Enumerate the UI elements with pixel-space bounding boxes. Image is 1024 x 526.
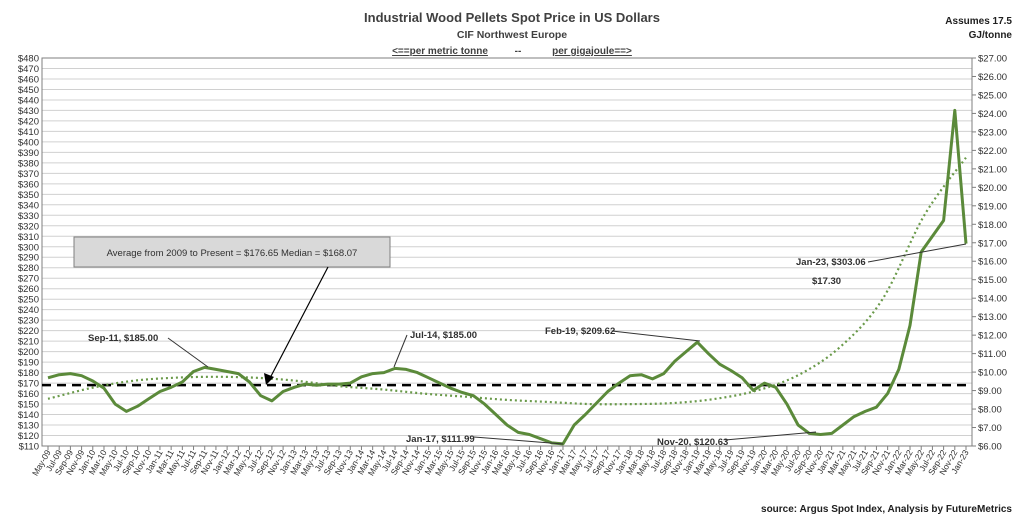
- y-left-tick-label: $420: [18, 116, 39, 127]
- y-left-tick-label: $360: [18, 179, 39, 190]
- y-left-tick-label: $180: [18, 368, 39, 379]
- axis-note-left: <==per metric tonne: [392, 46, 488, 57]
- plot-border: [41, 57, 973, 447]
- y-left-tick-label: $430: [18, 106, 39, 117]
- y-left-tick-label: $380: [18, 158, 39, 169]
- average-arrow: [268, 266, 329, 381]
- y-right-tick-label: $24.00: [978, 109, 1007, 120]
- y-right-tick-label: $21.00: [978, 164, 1007, 175]
- y-left-tick-label: $200: [18, 347, 39, 358]
- y-right-tick-label: $26.00: [978, 72, 1007, 83]
- y-right-tick-label: $23.00: [978, 127, 1007, 138]
- side-note-2: GJ/tonne: [969, 30, 1013, 41]
- y-left-tick-label: $390: [18, 148, 39, 159]
- annotation-nov20: Nov-20, $120.63: [657, 437, 728, 448]
- y-left-tick-label: $160: [18, 389, 39, 400]
- y-left-tick-label: $250: [18, 295, 39, 306]
- y-right-tick-label: $18.00: [978, 220, 1007, 231]
- y-left-tick-label: $230: [18, 316, 39, 327]
- y-left-tick-label: $140: [18, 410, 39, 421]
- annotation-jan23-gj: $17.30: [812, 276, 841, 287]
- y-right-tick-label: $22.00: [978, 146, 1007, 157]
- y-left-tick-label: $150: [18, 400, 39, 411]
- y-right-tick-label: $16.00: [978, 257, 1007, 268]
- average-box: Average from 2009 to Present = $176.65 M…: [73, 236, 391, 268]
- y-left-tick-label: $310: [18, 232, 39, 243]
- y-right-tick-label: $14.00: [978, 294, 1007, 305]
- chart-subtitle: CIF Northwest Europe: [457, 29, 567, 41]
- leader-feb19: [611, 330, 701, 342]
- y-right-tick-label: $9.00: [978, 386, 1002, 397]
- leader-jul14: [393, 334, 408, 368]
- y-left-tick-label: $240: [18, 305, 39, 316]
- average-box-bg: [73, 236, 391, 268]
- y-left-tick-label: $110: [19, 442, 39, 453]
- y-left-tick-label: $190: [18, 358, 39, 369]
- source-note: source: Argus Spot Index, Analysis by Fu…: [761, 504, 1012, 515]
- side-note-1: Assumes 17.5: [945, 16, 1012, 27]
- y-left-tick-label: $260: [18, 284, 39, 295]
- y-left-tick-label: $400: [18, 137, 39, 148]
- y-left-tick-label: $170: [18, 379, 39, 390]
- y-right-tick-label: $25.00: [978, 90, 1007, 101]
- axis-note-right: per gigajoule==>: [552, 46, 632, 57]
- y-right-tick-label: $20.00: [978, 183, 1007, 194]
- annotation-feb19: Feb-19, $209.62: [545, 326, 615, 337]
- y-right-tick-label: $13.00: [978, 312, 1007, 323]
- y-right-tick-label: $15.00: [978, 275, 1007, 286]
- y-left-tick-label: $440: [18, 95, 39, 106]
- y-axis-left: $110$120$130$140$150$160$170$180$190$200…: [18, 54, 39, 453]
- y-right-tick-label: $12.00: [978, 331, 1007, 342]
- y-left-tick-label: $210: [18, 337, 39, 348]
- x-axis: May-09Jul-09Sep-09Nov-09Jan-10Mar-10May-…: [30, 446, 971, 478]
- y-left-tick-label: $370: [18, 169, 39, 180]
- y-right-tick-label: $8.00: [978, 405, 1002, 416]
- y-right-tick-label: $6.00: [978, 442, 1002, 453]
- annotation-jan23: Jan-23, $303.06: [796, 257, 866, 268]
- chart-title: Industrial Wood Pellets Spot Price in US…: [364, 10, 660, 25]
- average-box-text: Average from 2009 to Present = $176.65 M…: [107, 248, 358, 259]
- y-left-tick-label: $320: [18, 221, 39, 232]
- y-left-tick-label: $460: [18, 74, 39, 85]
- y-left-tick-label: $480: [18, 54, 39, 65]
- y-left-tick-label: $350: [18, 190, 39, 201]
- y-right-tick-label: $11.00: [978, 349, 1006, 360]
- annotation-jan17: Jan-17, $111.99: [406, 434, 475, 445]
- axis-note-sep: --: [515, 46, 522, 57]
- average-arrowhead: [264, 373, 274, 385]
- y-left-tick-label: $130: [18, 421, 39, 432]
- annotation-sep11: Sep-11, $185.00: [88, 333, 158, 344]
- y-left-tick-label: $220: [18, 326, 39, 337]
- y-right-tick-label: $19.00: [978, 201, 1007, 212]
- y-left-tick-label: $330: [18, 211, 39, 222]
- leader-jan17: [473, 436, 564, 445]
- leader-nov20: [724, 431, 817, 441]
- y-right-tick-label: $17.00: [978, 238, 1007, 249]
- annotation-jul14: Jul-14, $185.00: [410, 330, 477, 341]
- y-right-tick-label: $10.00: [978, 368, 1007, 379]
- y-left-tick-label: $270: [18, 274, 39, 285]
- y-right-tick-label: $27.00: [978, 54, 1007, 65]
- y-left-tick-label: $410: [18, 127, 39, 138]
- y-left-tick-label: $340: [18, 200, 39, 211]
- y-axis-right: $6.00 $7.00 $8.00 $9.00 $10.00 $11.00 $12.00 $1…: [972, 54, 1007, 453]
- leader-jan23: [867, 243, 967, 263]
- y-left-tick-label: $450: [18, 85, 39, 96]
- y-right-tick-label: $7.00: [978, 423, 1002, 434]
- y-left-tick-label: $470: [18, 64, 39, 75]
- price-series-line: [47, 108, 968, 446]
- y-left-tick-label: $120: [18, 431, 39, 442]
- y-left-tick-label: $280: [18, 263, 39, 274]
- y-left-tick-label: $290: [18, 253, 39, 264]
- y-left-tick-label: $300: [18, 242, 39, 253]
- leader-sep11: [167, 337, 209, 368]
